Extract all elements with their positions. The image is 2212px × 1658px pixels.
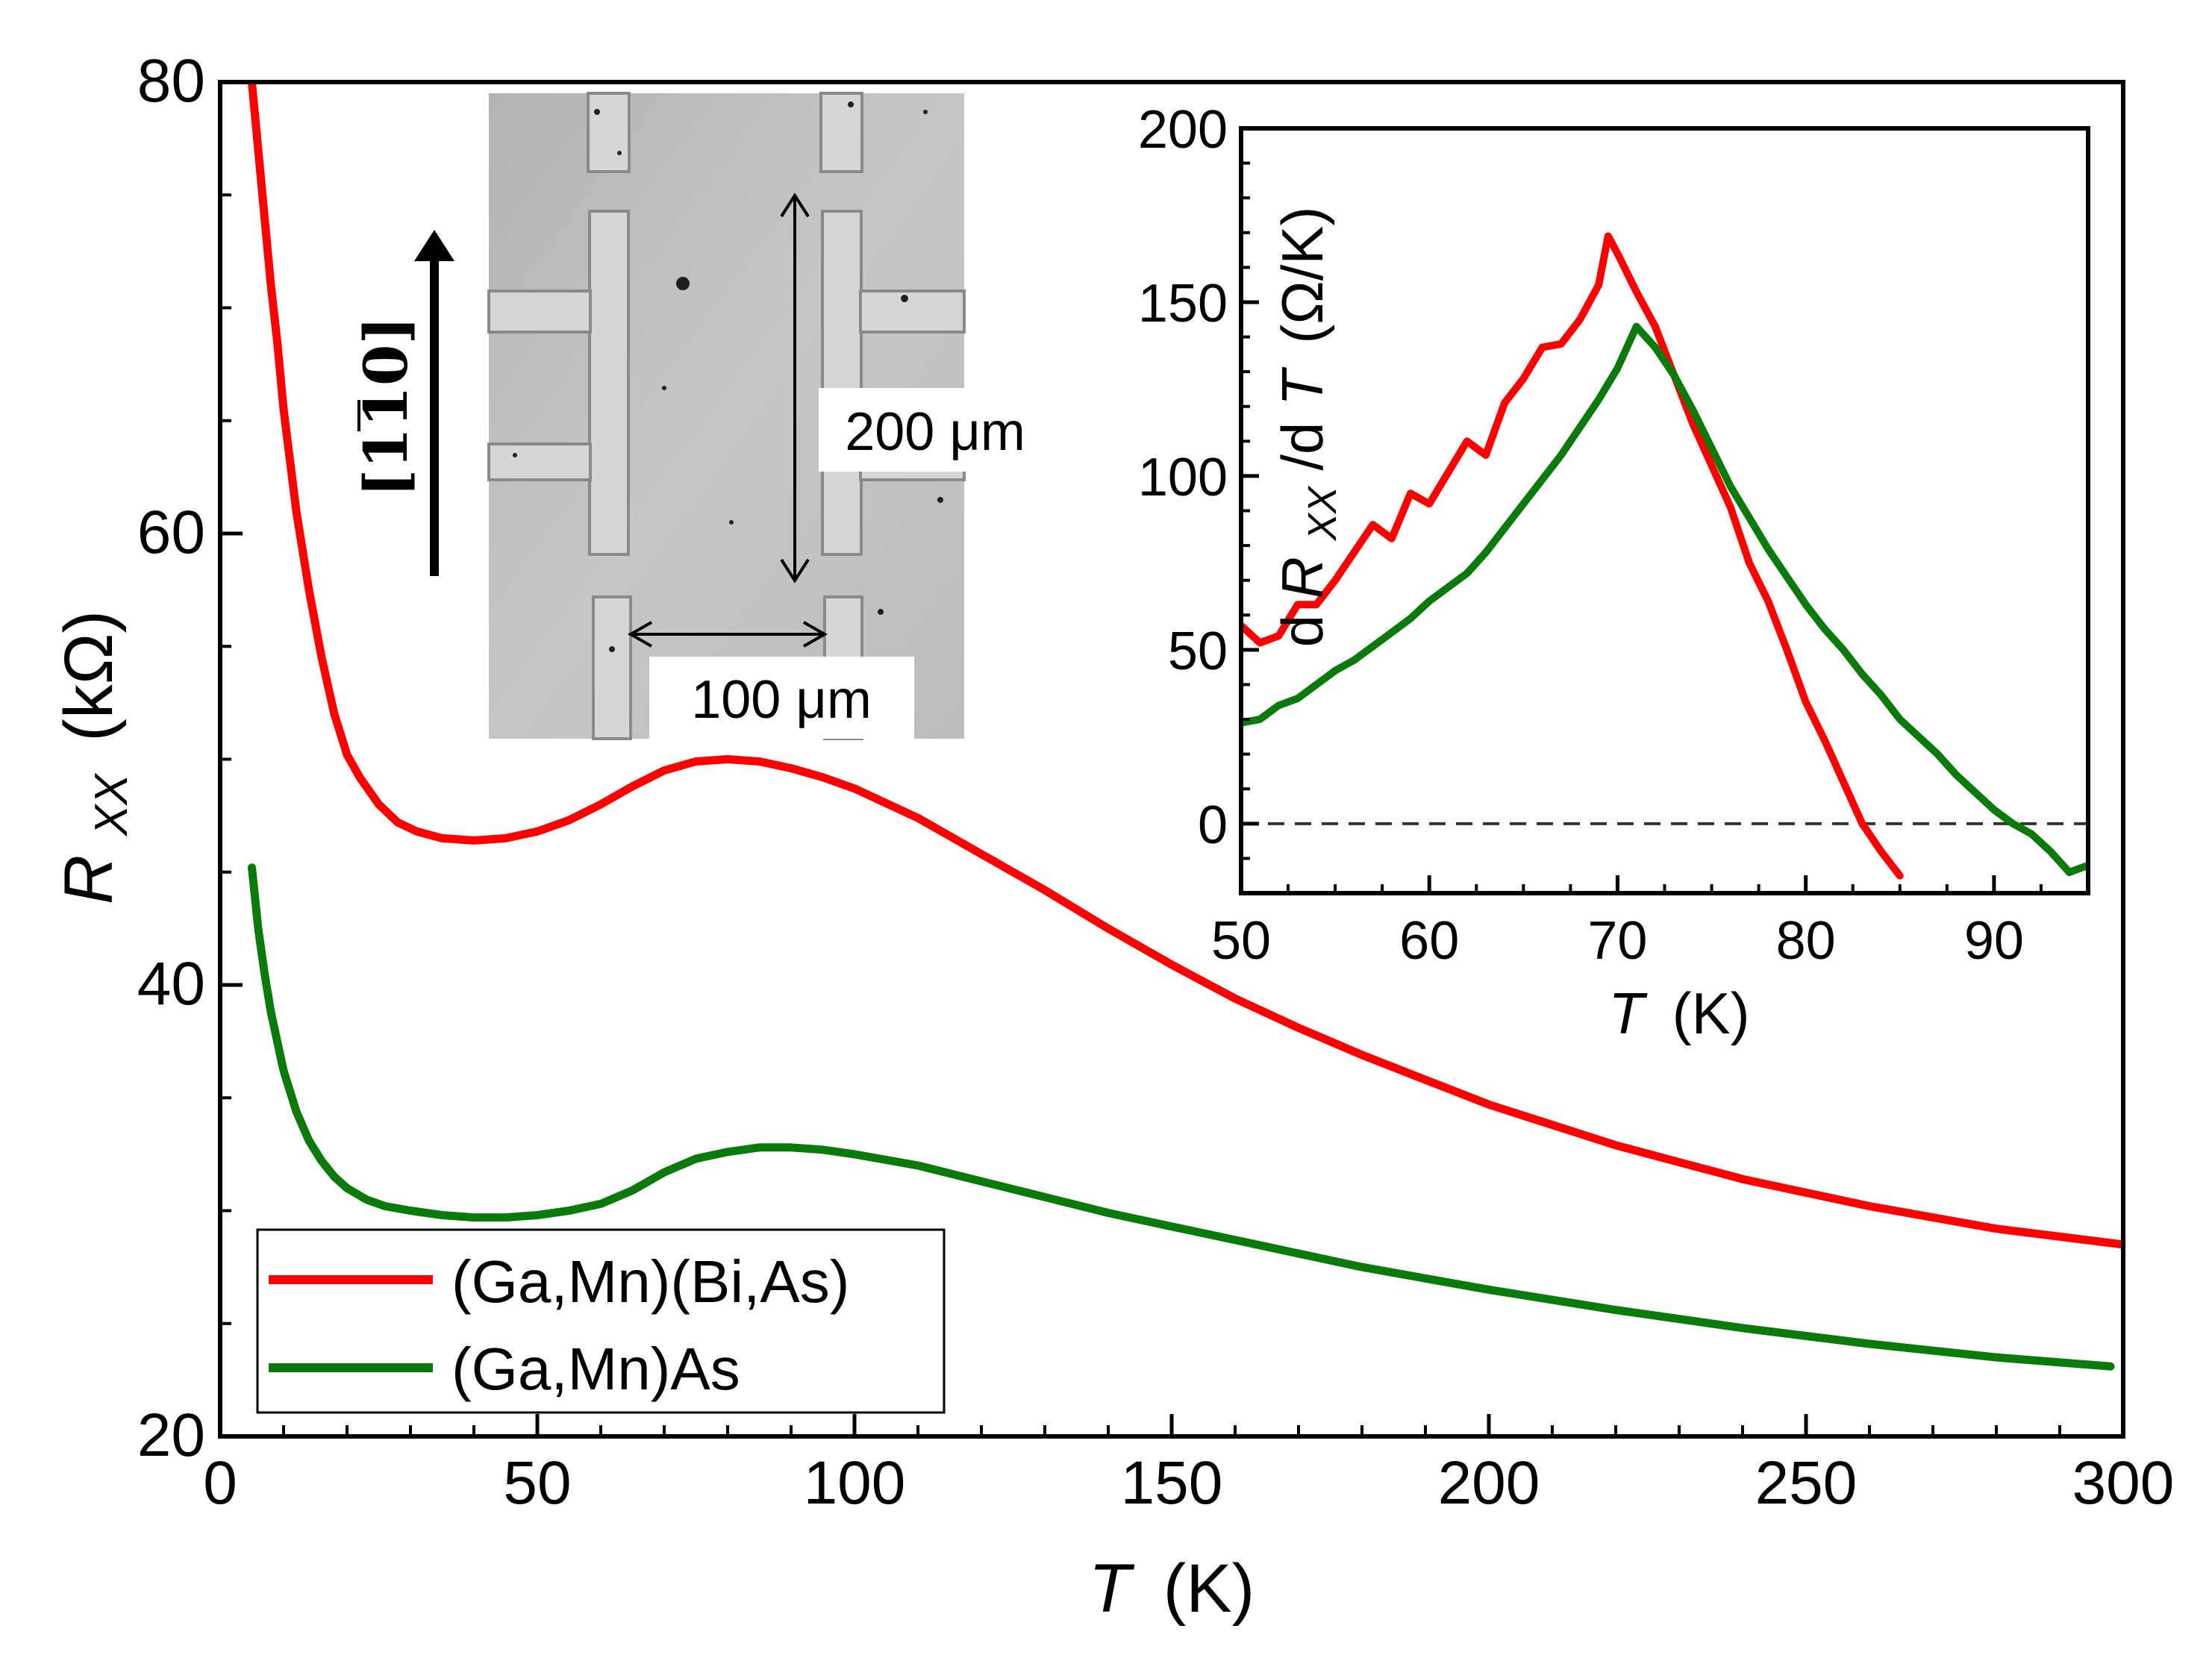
hallbar-contact-top-right	[819, 92, 863, 173]
legend-box	[256, 1228, 946, 1414]
inset-y-tick-label: 200	[1138, 100, 1228, 160]
micrograph-specks	[513, 101, 943, 652]
main-y-title-unit: (kΩ)	[51, 610, 127, 742]
width-arrow	[627, 621, 828, 648]
inset-y-title-var: R	[1269, 557, 1335, 598]
inset-y-title-prefix: d	[1269, 615, 1335, 647]
main-y-tick-label: 80	[137, 47, 205, 115]
micrograph-inset: 200 μm 100 μm [110]	[351, 92, 1052, 740]
main-ticks-group	[218, 80, 2125, 1439]
inset-ticks-group	[1239, 126, 2090, 895]
hallbar-contact-bottom-left	[592, 595, 632, 740]
inset-x-title-unit: (K)	[1672, 980, 1750, 1046]
legend-label-1: (Ga,Mn)(Bi,As)	[452, 1248, 849, 1315]
inset-x-tick-label: 90	[1964, 911, 2024, 971]
inset-x-tick-label: 60	[1399, 911, 1459, 971]
inset-y-title-unit: (Ω/K)	[1269, 207, 1335, 344]
inset-x-axis-title: T (K)	[1608, 980, 1749, 1046]
main-x-tick-label: 100	[804, 1449, 906, 1517]
inset-y-title-sub: XX	[1300, 485, 1345, 542]
main-series-1-line	[248, 82, 2123, 1249]
main-y-title-var: R	[51, 855, 127, 904]
main-x-title-unit: (K)	[1163, 1551, 1255, 1627]
inset-tick-labels-group: 50 60 70 80 90 0 50 100 150 200	[1138, 100, 2024, 971]
inset-series-group	[1241, 232, 2088, 880]
main-y-tick-label: 40	[137, 950, 205, 1018]
main-x-tick-label: 300	[2072, 1449, 2175, 1517]
crystal-direction-label: [110]	[351, 316, 421, 498]
main-series-group	[248, 82, 2123, 1371]
main-y-axis-title: R XX (kΩ)	[51, 610, 142, 904]
main-y-tick-label: 60	[137, 498, 205, 566]
main-x-tick-label: 0	[203, 1449, 237, 1517]
main-y-tick-label: 20	[137, 1401, 205, 1469]
width-label: 100 μm	[691, 670, 872, 730]
main-x-axis-title: T (K)	[1089, 1551, 1255, 1627]
inset-plot: 50 60 70 80 90 0 50 100 150 200 T (K) d R XX /d T…	[1138, 100, 2090, 1046]
inset-series-1-line	[1241, 232, 1904, 880]
hallbar-arm-right	[821, 210, 863, 556]
inset-x-tick-label: 70	[1587, 911, 1647, 971]
inset-x-tick-label: 50	[1211, 911, 1271, 971]
main-x-tick-label: 150	[1121, 1449, 1223, 1517]
main-series-2-line	[248, 863, 2115, 1371]
main-y-title-sub: XX	[86, 772, 137, 837]
main-plot: 0 50 100 150 200 250 300 20 40 60 80 T (K) R XX (k…	[51, 47, 2174, 1627]
width-label-box	[649, 657, 914, 739]
main-x-tick-label: 200	[1438, 1449, 1540, 1517]
inset-y-tick-label: 150	[1138, 274, 1228, 334]
hallbar-pad-right-1	[859, 290, 966, 334]
main-x-title-var: T	[1089, 1551, 1135, 1627]
hallbar-contact-top-left	[587, 92, 631, 173]
main-x-tick-label: 250	[1755, 1449, 1858, 1517]
main-x-tick-label: 50	[503, 1449, 571, 1517]
inset-y-tick-label: 0	[1198, 795, 1228, 855]
length-arrow	[780, 193, 810, 584]
inset-y-tick-label: 50	[1168, 622, 1228, 681]
crystal-direction-arrow	[414, 230, 454, 576]
inset-x-tick-label: 80	[1776, 911, 1836, 971]
hallbar-arm-left	[588, 210, 630, 556]
main-tick-labels-group: 0 50 100 150 200 250 300 20 40 60 80	[137, 47, 2175, 1517]
length-label: 200 μm	[845, 402, 1025, 462]
inset-y-title-var2: T	[1269, 366, 1335, 406]
legend-label-2: (Ga,Mn)As	[452, 1336, 740, 1402]
inset-y-axis-title: d R XX /d T (Ω/K)	[1269, 207, 1349, 648]
inset-y-title-mid: /d	[1269, 422, 1335, 471]
hallbar-pad-left-1	[487, 290, 592, 334]
inset-x-title-var: T	[1608, 980, 1648, 1046]
legend: (Ga,Mn)(Bi,As) (Ga,Mn)As	[256, 1228, 946, 1414]
length-label-box	[819, 388, 1052, 472]
inset-series-2-line	[1241, 322, 2088, 876]
inset-y-tick-label: 100	[1138, 448, 1228, 507]
hallbar-pad-left-2	[487, 442, 592, 481]
